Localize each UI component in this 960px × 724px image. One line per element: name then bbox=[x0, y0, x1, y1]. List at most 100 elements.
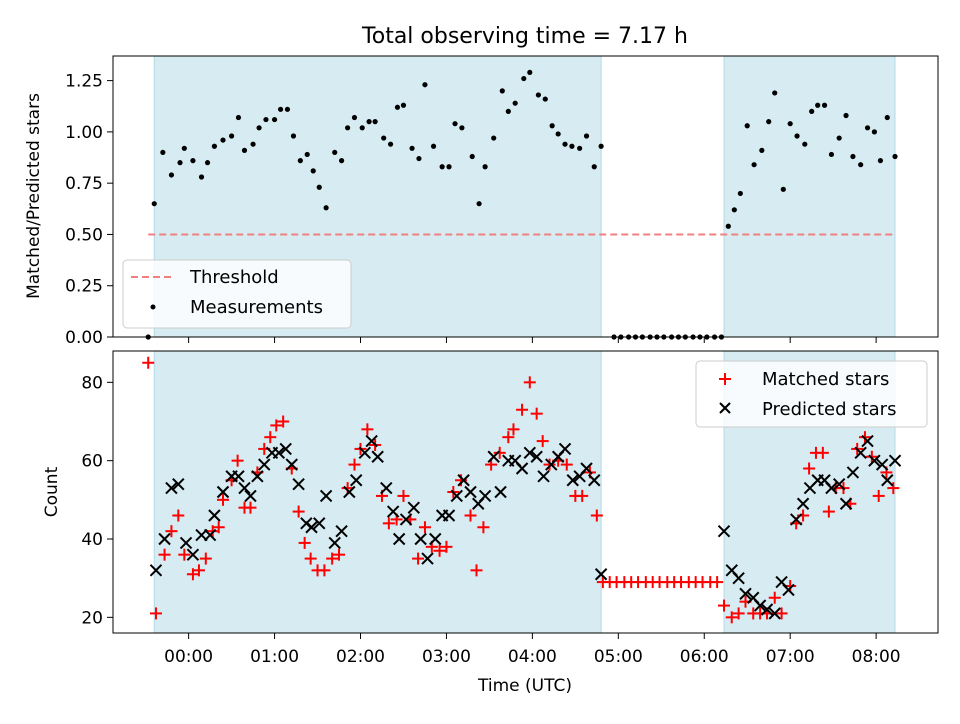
measurement-point bbox=[527, 69, 533, 76]
top-y-tick-label: 0.00 bbox=[65, 328, 103, 348]
matched-star-point bbox=[590, 509, 603, 522]
measurement-point bbox=[549, 123, 555, 129]
predicted-star-point bbox=[478, 489, 492, 503]
measurement-point bbox=[482, 164, 488, 170]
matched-star-point bbox=[326, 552, 339, 565]
predicted-star-point bbox=[343, 485, 356, 499]
measurement-point bbox=[459, 125, 465, 131]
matched-star-point bbox=[292, 505, 305, 518]
measurement-point bbox=[877, 158, 884, 164]
matched-star-point bbox=[887, 482, 900, 495]
matched-star-point bbox=[440, 540, 453, 553]
predicted-star-point bbox=[789, 513, 803, 526]
measurement-point bbox=[241, 147, 248, 153]
measurement-point bbox=[177, 160, 183, 166]
matched-star-point bbox=[277, 415, 290, 428]
measurement-point bbox=[759, 147, 765, 153]
matched-star-point bbox=[304, 552, 317, 565]
predicted-star-point bbox=[238, 481, 251, 495]
matched-star-point bbox=[803, 462, 816, 475]
predicted-star-point bbox=[429, 532, 442, 546]
measurement-point bbox=[394, 104, 401, 110]
measurement-point bbox=[452, 121, 458, 127]
predicted-star-point bbox=[825, 481, 838, 495]
measurement-point bbox=[562, 141, 568, 147]
measurement-point bbox=[476, 201, 482, 207]
measurement-point bbox=[151, 201, 157, 207]
bottom-y-tick-label: 20 bbox=[81, 608, 103, 628]
measurement-point bbox=[181, 145, 187, 151]
matched-star-point bbox=[412, 552, 425, 565]
matched-star-point bbox=[199, 552, 212, 565]
bottom-x-ticks: 00:00 01:00 02:00 03:00 04:00 05:00 06:00 07:00… bbox=[164, 633, 901, 667]
predicted-star-point bbox=[349, 474, 363, 487]
matched-star-point bbox=[725, 611, 738, 624]
measurement-point bbox=[772, 90, 778, 96]
measurement-point bbox=[843, 112, 849, 119]
measurement-point bbox=[794, 133, 800, 139]
measurement-point bbox=[491, 135, 497, 141]
predicted-star-point bbox=[358, 446, 372, 460]
predicted-star-point bbox=[292, 477, 305, 491]
measurement-point bbox=[512, 100, 518, 106]
measurement-point bbox=[828, 151, 835, 158]
top-legend-box bbox=[122, 259, 352, 329]
measurement-point bbox=[521, 75, 527, 82]
predicted-star-point bbox=[208, 509, 221, 522]
measurement-point bbox=[290, 133, 297, 139]
measurement-point bbox=[535, 92, 541, 98]
matched-star-point bbox=[186, 568, 199, 581]
measurement-point bbox=[387, 141, 394, 147]
matched-star-point bbox=[217, 493, 229, 506]
predicted-star-point bbox=[523, 446, 537, 460]
top-axes-frame bbox=[112, 55, 939, 338]
measurement-point bbox=[591, 164, 597, 170]
legend-measurements-label: Measurements bbox=[190, 297, 323, 318]
predicted-star-point bbox=[796, 497, 810, 510]
predicted-star-point bbox=[165, 481, 178, 495]
predicted-star-point bbox=[832, 477, 846, 491]
top-panel: 0.00 0.25 0.50 0.75 1.00 1.25 Matched/Predict… bbox=[24, 55, 939, 348]
predicted-star-point bbox=[580, 462, 593, 475]
measurement-point bbox=[836, 135, 842, 141]
x-tick-label: 02:00 bbox=[336, 647, 385, 667]
top-y-tick-label: 0.50 bbox=[65, 225, 103, 245]
measurement-point bbox=[256, 125, 262, 131]
predicted-star-point bbox=[386, 505, 400, 518]
bottom-shaded-interval bbox=[153, 350, 602, 634]
measurement-point bbox=[815, 102, 821, 108]
measurement-point bbox=[439, 164, 445, 170]
predicted-star-point bbox=[760, 603, 774, 616]
predicted-star-point bbox=[285, 458, 298, 471]
predicted-star-point bbox=[305, 521, 318, 534]
matched-star-point bbox=[718, 599, 731, 612]
matched-star-point bbox=[142, 356, 155, 369]
measurement-point bbox=[446, 164, 452, 170]
x-tick-label: 08:00 bbox=[852, 647, 901, 667]
matched-star-point bbox=[477, 521, 490, 534]
x-tick-label: 00:00 bbox=[164, 647, 213, 667]
predicted-star-point bbox=[875, 458, 889, 471]
measurement-point bbox=[228, 133, 235, 139]
measurement-point bbox=[422, 82, 428, 88]
measurement-point bbox=[297, 158, 303, 164]
measurement-point bbox=[190, 158, 196, 164]
matched-star-point bbox=[523, 376, 536, 389]
measurement-point bbox=[858, 162, 864, 168]
legend-matched-label: Matched stars bbox=[762, 369, 889, 390]
bottom-shaded-regions bbox=[153, 350, 896, 634]
predicted-star-point bbox=[457, 474, 470, 487]
predicted-star-point bbox=[251, 470, 264, 483]
predicted-star-point bbox=[179, 536, 193, 550]
matched-star-point bbox=[768, 591, 781, 604]
matched-star-point bbox=[341, 482, 354, 495]
measurement-point bbox=[505, 108, 511, 114]
matched-star-point bbox=[318, 564, 331, 577]
matched-star-point bbox=[470, 564, 483, 577]
predicted-star-point bbox=[186, 548, 200, 561]
measurement-point bbox=[338, 158, 345, 164]
matched-star-point bbox=[192, 564, 205, 577]
measurement-point bbox=[250, 141, 256, 147]
predicted-star-point bbox=[558, 442, 572, 456]
predicted-star-point bbox=[380, 481, 393, 495]
